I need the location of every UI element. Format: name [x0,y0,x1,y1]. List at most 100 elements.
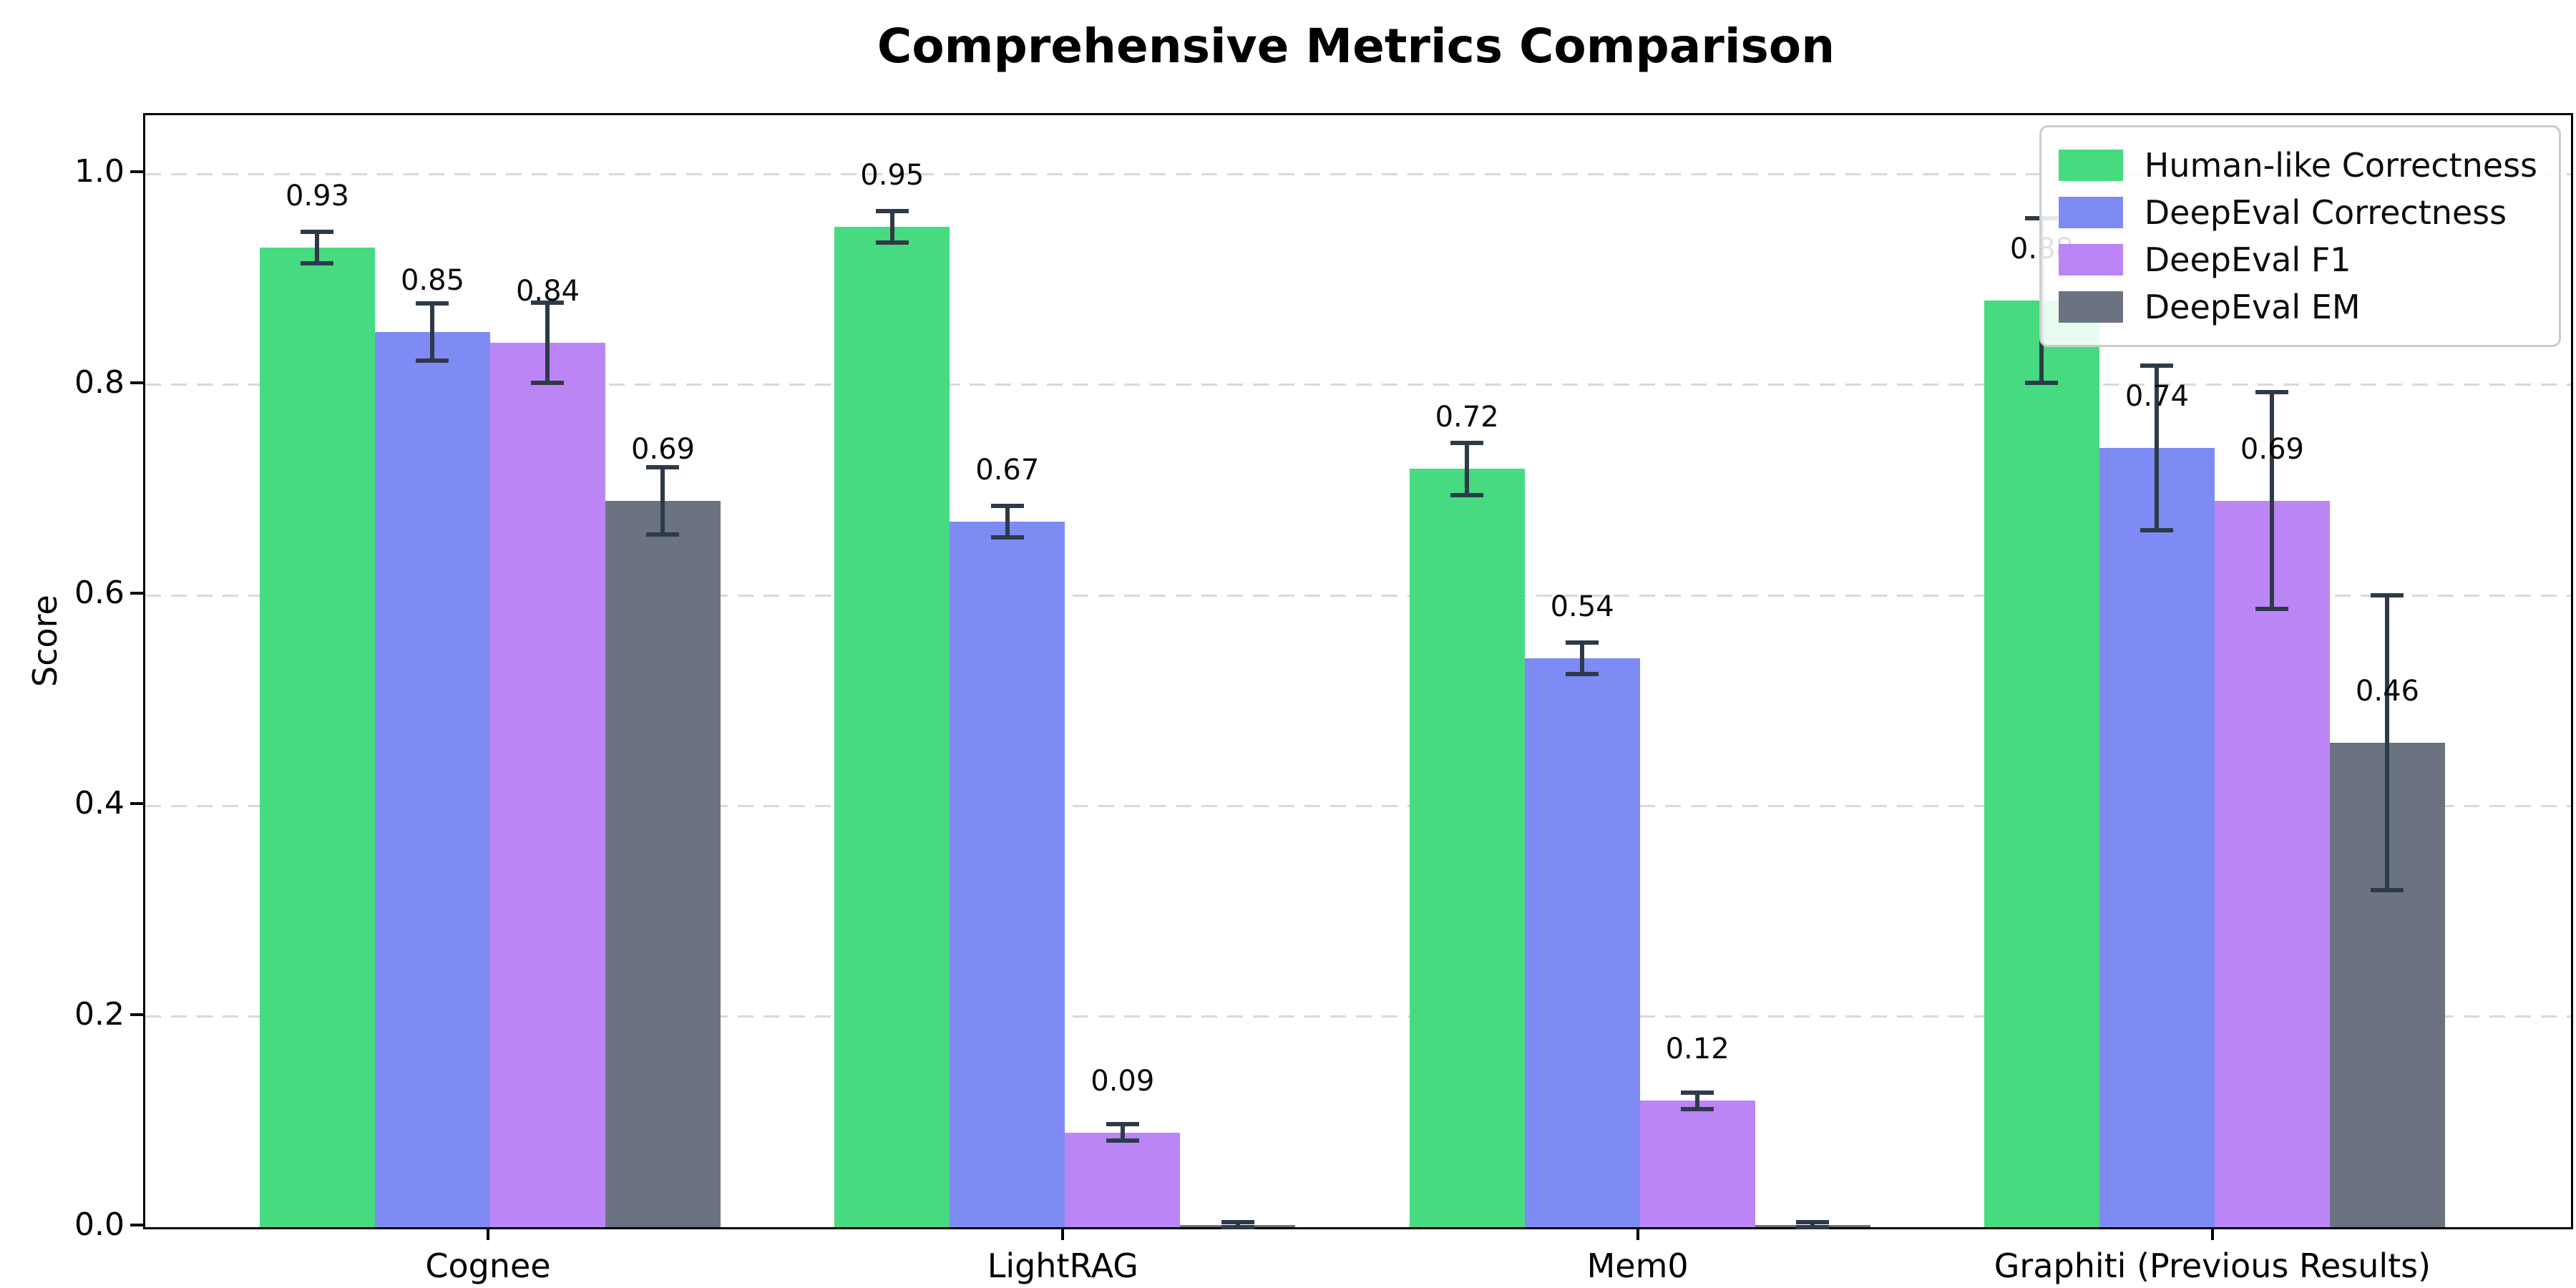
y-tick-label: 1.0 [74,153,125,190]
errorbar-cap [875,240,909,245]
gridline-y-0.2 [145,1015,2571,1018]
x-tick-mark [486,1227,489,1240]
plot-area: 0.930.950.720.880.850.670.540.740.840.09… [143,113,2573,1229]
errorbar-cap [1681,1090,1714,1095]
bar-value-label: 0.69 [630,432,696,466]
errorbar-cap [2255,607,2289,612]
bar-value-label: 0.69 [2240,432,2304,466]
bar-value-label: 0.46 [2355,675,2419,708]
x-tick-label-0: Cognee [425,1246,551,1285]
errorbar-cap [416,358,449,363]
legend-label: DeepEval EM [2144,288,2361,326]
bar-deepeval-f1-1 [1065,1132,1181,1227]
bar-human-like-correctness-3 [1984,301,2099,1227]
bar-deepeval-f1-3 [2214,500,2330,1227]
gridline-y-1 [145,172,2571,175]
errorbar-cap [531,300,565,305]
bar-value-label: 0.74 [2124,380,2189,414]
errorbar-line [1005,505,1010,538]
x-tick-label-3: Graphiti (Previous Results) [1994,1246,2431,1285]
errorbar-line [660,467,665,535]
errorbar-cap [646,464,680,469]
bar-deepeval-em-0 [605,500,721,1227]
bar-value-label: 0.72 [1435,401,1499,434]
y-tick-label: 0.4 [74,785,125,822]
bar-value-label: 0.93 [285,180,350,213]
errorbar-line [889,210,894,243]
errorbar-cap [1566,672,1599,677]
y-tick-mark [130,1224,143,1226]
errorbar-cap [2025,380,2059,385]
errorbar-cap [1106,1138,1139,1143]
bar-deepeval-correctness-3 [2099,448,2215,1227]
legend-swatch-deepeval-em [2058,291,2123,323]
errorbar-cap [1796,1225,1830,1229]
legend-swatch-human-like-correctness [2058,150,2123,181]
y-tick-mark [130,170,143,174]
legend-row: DeepEval EM [2058,283,2537,331]
bar-human-like-correctness-1 [834,227,950,1227]
bar-value-label: 0.84 [515,274,580,308]
errorbar-cap [1450,440,1484,445]
y-tick-label: 0.8 [74,364,125,401]
gridline-y-0.4 [145,804,2571,807]
errorbar-cap [301,230,334,235]
errorbar-line [1235,1221,1240,1227]
x-tick-mark [1636,1227,1639,1240]
errorbar-line [1465,442,1470,496]
errorbar-cap [1681,1107,1714,1112]
errorbar-line [315,232,320,264]
errorbar-cap [990,503,1024,508]
errorbar-line [1580,643,1585,675]
y-tick-mark [130,381,143,384]
bar-deepeval-correctness-0 [374,332,490,1227]
bar-value-label: 0.54 [1550,590,1614,624]
legend: Human-like Correctness DeepEval Correctne… [2039,125,2561,347]
x-tick-label-2: Mem0 [1586,1246,1689,1285]
y-tick-label: 0.6 [74,575,125,612]
errorbar-cap [990,535,1024,540]
errorbar-cap [2255,390,2289,395]
legend-row: Human-like Correctness [2058,142,2537,189]
bar-value-label: 0.09 [1091,1064,1155,1098]
errorbar-line [2385,595,2390,891]
bar-value-label: 0.95 [860,158,924,192]
errorbar-cap [875,208,909,213]
errorbar-cap [646,532,680,537]
x-tick-mark [1061,1227,1065,1240]
bar-human-like-correctness-0 [259,248,375,1227]
x-tick-mark [2210,1227,2214,1240]
errorbar-cap [1221,1219,1254,1224]
bar-value-label: 0.85 [400,264,465,298]
errorbar-cap [531,380,565,385]
errorbar-cap [1221,1225,1254,1229]
errorbar-line [545,302,550,383]
errorbar-cap [416,301,449,306]
y-axis-label: Score [26,595,64,687]
legend-label: DeepEval Correctness [2144,193,2507,232]
legend-row: DeepEval F1 [2058,236,2537,283]
chart-title: Comprehensive Metrics Comparison [877,19,1835,74]
bar-deepeval-correctness-2 [1524,658,1640,1227]
y-tick-mark [130,802,143,806]
y-tick-mark [130,1013,143,1016]
errorbar-cap [1796,1219,1830,1224]
errorbar-line [1120,1123,1125,1141]
legend-swatch-deepeval-correctness [2058,197,2123,228]
legend-row: DeepEval Correctness [2058,189,2537,236]
y-tick-label: 0.2 [74,995,125,1033]
y-tick-label: 0.0 [74,1206,125,1243]
legend-label: Human-like Correctness [2144,146,2537,185]
errorbar-line [1695,1092,1700,1110]
errorbar-cap [2371,888,2404,893]
errorbar-cap [1450,493,1484,498]
errorbar-line [430,303,435,361]
errorbar-cap [1566,640,1599,645]
errorbar-cap [2140,527,2174,532]
errorbar-line [1810,1221,1815,1227]
bar-deepeval-f1-2 [1639,1101,1755,1227]
y-tick-mark [130,592,143,595]
x-tick-label-1: LightRAG [987,1246,1138,1285]
errorbar-cap [1106,1121,1139,1126]
